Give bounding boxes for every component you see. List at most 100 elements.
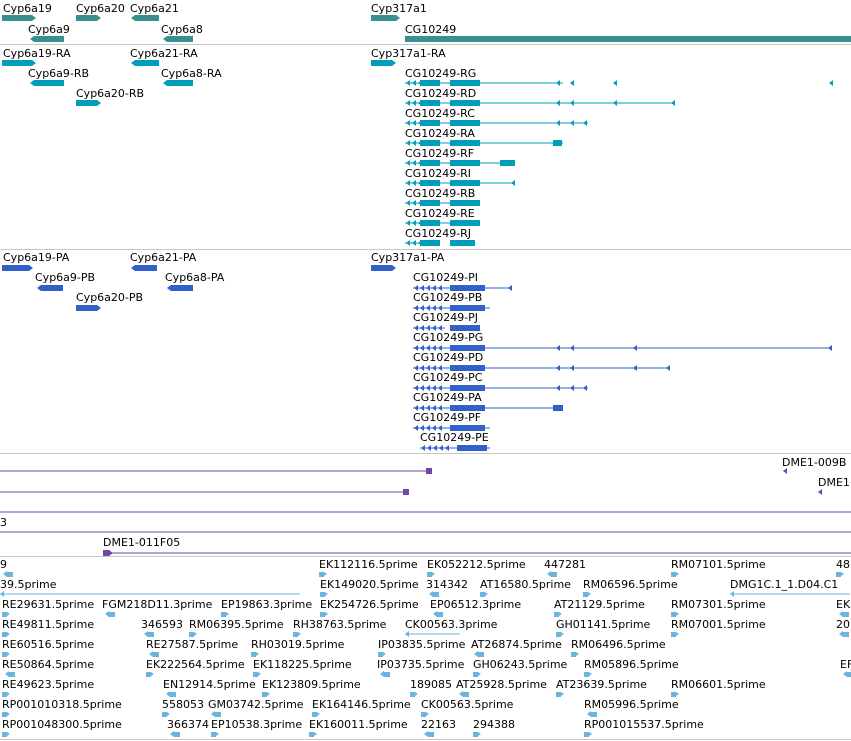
protein-label[interactable]: Cyp6a21-PA xyxy=(130,251,197,264)
protein-label[interactable]: CG10249-PE xyxy=(420,431,489,444)
est-label[interactable]: IP03735.5prime xyxy=(377,658,465,671)
est-label[interactable]: EN12914.5prime xyxy=(163,678,256,691)
est-label[interactable]: RM06395.5prime xyxy=(189,618,284,631)
est-label[interactable]: 366374 xyxy=(167,718,209,731)
est-label[interactable]: 22163 xyxy=(421,718,456,731)
est-label[interactable]: 447281 xyxy=(544,558,586,571)
protein-label[interactable]: Cyp6a19-PA xyxy=(3,251,70,264)
est-label[interactable]: AT16580.5prime xyxy=(480,578,571,591)
est-label[interactable]: RP001048300.5prime xyxy=(2,718,122,731)
gene-label[interactable]: Cyp6a19 xyxy=(3,2,52,15)
transcript-label[interactable]: CG10249-RB xyxy=(405,187,476,200)
est-label[interactable]: RM07301.5prime xyxy=(671,598,766,611)
est-label[interactable]: 558053 xyxy=(162,698,204,711)
est-label[interactable]: EK164146.5prime xyxy=(312,698,411,711)
est-label[interactable]: CK00563.5prime xyxy=(421,698,514,711)
transcript-label[interactable]: CG10249-RG xyxy=(405,67,477,80)
protein-label[interactable]: Cyp317a1-PA xyxy=(371,251,445,264)
est-label[interactable]: RE50864.5prime xyxy=(2,658,95,671)
est-label[interactable]: RM06601.5prime xyxy=(671,678,766,691)
est-label[interactable]: RP001015537.5prime xyxy=(584,718,704,731)
transcript-label[interactable]: Cyp6a20-RB xyxy=(76,87,145,100)
est-label[interactable]: EK160011.5prime xyxy=(309,718,408,731)
est-label[interactable]: GH01141.5prime xyxy=(556,618,651,631)
transcript-label[interactable]: CG10249-RD xyxy=(405,87,477,100)
est-label[interactable]: 314342 xyxy=(426,578,468,591)
est-label[interactable]: RM07101.5prime xyxy=(671,558,766,571)
transcript-label[interactable]: CG10249-RA xyxy=(405,127,475,140)
est-label[interactable]: RE29631.5prime xyxy=(2,598,95,611)
gene-label[interactable]: Cyp6a9 xyxy=(28,23,70,36)
est-label[interactable]: RM07001.5prime xyxy=(671,618,766,631)
est-label[interactable]: EK052212.5prime xyxy=(427,558,526,571)
est-label[interactable]: DMG1C.1_1.D04.C1 xyxy=(730,578,839,591)
est-label[interactable]: AT21129.5prime xyxy=(554,598,645,611)
protein-label[interactable]: CG10249-PF xyxy=(413,411,482,424)
transcript-label[interactable]: CG10249-RI xyxy=(405,167,472,180)
est-label[interactable]: AT23639.5prime xyxy=(556,678,647,691)
protein-label[interactable]: CG10249-PG xyxy=(413,331,484,344)
est-label[interactable]: RE49623.5prime xyxy=(2,678,95,691)
protein-label[interactable]: CG10249-PJ xyxy=(413,311,479,324)
protein-label[interactable]: Cyp6a9-PB xyxy=(35,271,96,284)
transcript-label[interactable]: CG10249-RE xyxy=(405,207,475,220)
protein-label[interactable]: CG10249-PB xyxy=(413,291,483,304)
est-label[interactable]: RE49811.5prime xyxy=(2,618,95,631)
gene-label[interactable]: CG10249 xyxy=(405,23,457,36)
est-label[interactable]: RM05896.5prime xyxy=(584,658,679,671)
clone-label[interactable]: DME1 xyxy=(818,476,850,489)
est-label[interactable]: AT25928.5prime xyxy=(456,678,547,691)
est-label[interactable]: RH03019.5prime xyxy=(251,638,345,651)
est-label[interactable]: EK123809.5prime xyxy=(262,678,361,691)
protein-label[interactable]: CG10249-PD xyxy=(413,351,484,364)
transcript-label[interactable]: CG10249-RC xyxy=(405,107,475,120)
est-label[interactable]: EP10538.3prime xyxy=(211,718,303,731)
gene-label[interactable]: Cyp6a8 xyxy=(161,23,203,36)
est-label[interactable]: 346593 xyxy=(141,618,183,631)
est-label[interactable]: RE27587.5prime xyxy=(146,638,239,651)
est-label[interactable]: FGM218D11.3prime xyxy=(102,598,213,611)
est-label[interactable]: RP001010318.5prime xyxy=(2,698,122,711)
transcript-label[interactable]: Cyp317a1-RA xyxy=(371,47,446,60)
transcript-label[interactable]: Cyp6a21-RA xyxy=(130,47,198,60)
est-label[interactable]: 189085 xyxy=(410,678,452,691)
transcript-label[interactable]: Cyp6a8-RA xyxy=(161,67,222,80)
protein-label[interactable]: CG10249-PI xyxy=(413,271,479,284)
clone-label[interactable]: 3 xyxy=(0,516,7,529)
est-label[interactable]: RM05996.5prime xyxy=(584,698,679,711)
est-label[interactable]: EF xyxy=(840,658,851,671)
est-label[interactable]: EK149020.5prime xyxy=(320,578,419,591)
est-label[interactable]: 39.5prime xyxy=(0,578,57,591)
gene-label[interactable]: Cyp6a20 xyxy=(76,2,125,15)
transcript-label[interactable]: Cyp6a9-RB xyxy=(28,67,90,80)
clone-label[interactable]: DME1-009B xyxy=(782,456,847,469)
est-label[interactable]: EK xyxy=(836,598,851,611)
est-label[interactable]: RM06496.5prime xyxy=(571,638,666,651)
gene-label[interactable]: Cyp317a1 xyxy=(371,2,427,15)
est-label[interactable]: RH38763.5prime xyxy=(293,618,387,631)
est-label[interactable]: EP06512.3prime xyxy=(430,598,522,611)
est-label[interactable]: GM03742.5prime xyxy=(208,698,304,711)
est-label[interactable]: CK00563.3prime xyxy=(405,618,498,631)
protein-label[interactable]: Cyp6a20-PB xyxy=(76,291,144,304)
transcript-label[interactable]: CG10249-RF xyxy=(405,147,475,160)
est-label[interactable]: EK222564.5prime xyxy=(146,658,245,671)
est-label[interactable]: AT26874.5prime xyxy=(471,638,562,651)
est-label[interactable]: EK254726.5prime xyxy=(320,598,419,611)
protein-label[interactable]: CG10249-PC xyxy=(413,371,483,384)
protein-label[interactable]: Cyp6a8-PA xyxy=(165,271,225,284)
clone-label[interactable]: DME1-011F05 xyxy=(103,536,181,549)
est-label[interactable]: EK112116.5prime xyxy=(319,558,418,571)
est-label[interactable]: EK118225.5prime xyxy=(253,658,352,671)
est-label[interactable]: RM06596.5prime xyxy=(583,578,678,591)
est-label[interactable]: IP03835.5prime xyxy=(378,638,466,651)
transcript-label[interactable]: CG10249-RJ xyxy=(405,227,472,240)
est-label[interactable]: GH06243.5prime xyxy=(473,658,568,671)
est-label[interactable]: EP19863.3prime xyxy=(221,598,313,611)
est-label[interactable]: 20 xyxy=(836,618,850,631)
est-label[interactable]: 9 xyxy=(0,558,7,571)
est-label[interactable]: RE60516.5prime xyxy=(2,638,95,651)
est-label[interactable]: 294388 xyxy=(473,718,515,731)
protein-label[interactable]: CG10249-PA xyxy=(413,391,482,404)
est-label[interactable]: 48 xyxy=(836,558,850,571)
